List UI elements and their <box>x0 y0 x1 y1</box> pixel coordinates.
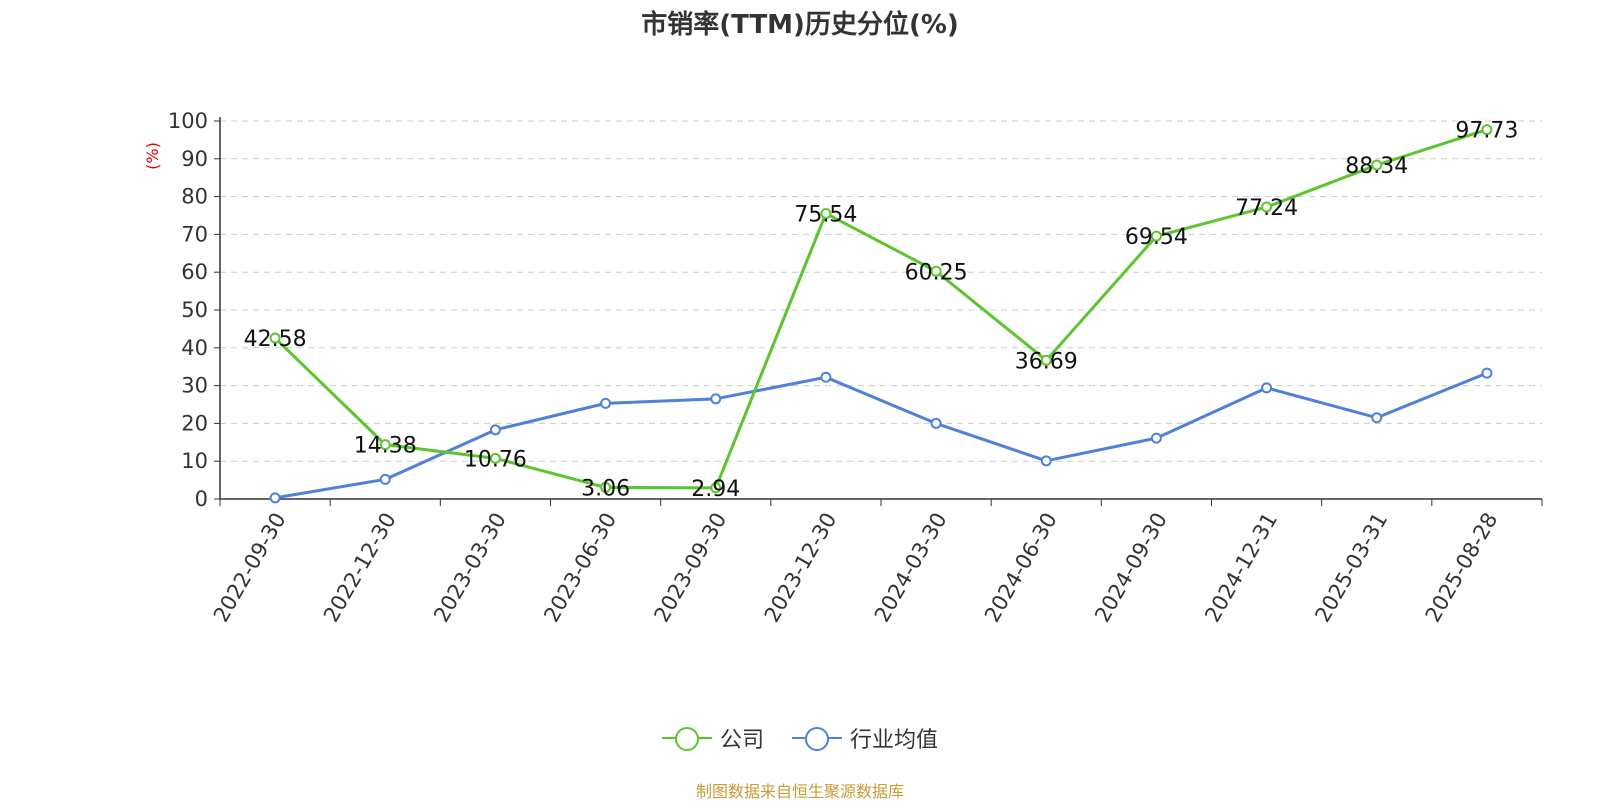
legend-marker-company <box>661 726 712 751</box>
y-tick-label: 0 <box>195 487 208 511</box>
series-company-point <box>820 207 832 219</box>
series-company-point <box>379 439 391 451</box>
data-label: 36.69 <box>1015 349 1078 374</box>
series-company-point <box>1261 201 1273 213</box>
series-industry-average-point <box>379 473 391 485</box>
legend-item-company[interactable]: 公司 <box>661 722 764 754</box>
series <box>269 124 1493 504</box>
series-industry-average-point <box>269 492 281 504</box>
x-tick-label: 2022-12-30 <box>319 509 401 627</box>
legend-marker-industry-average <box>792 726 842 751</box>
series-industry-average-point <box>600 397 612 409</box>
series-industry-average-line <box>274 371 1488 500</box>
legend-label-industry-average: 行业均值 <box>850 728 939 753</box>
data-label: 2.94 <box>691 477 740 502</box>
series-industry-average-point <box>1150 432 1162 444</box>
x-tick-label: 2022-09-30 <box>209 509 291 627</box>
x-tick-label: 2024-12-31 <box>1200 509 1282 627</box>
data-label: 14.38 <box>354 434 417 459</box>
series-company-point <box>1371 159 1383 171</box>
data-source-note: 制图数据来自恒生聚源数据库 <box>695 782 904 801</box>
x-tick-label: 2023-09-30 <box>649 509 731 627</box>
data-label: 69.54 <box>1125 225 1188 250</box>
axes: 0 10 20 30 40 50 60 70 80 90 100 2022-09-30 2022-12-… <box>168 109 1543 627</box>
chart-title: 市销率(TTM)历史分位(%) <box>641 10 959 40</box>
series-industry-average-point <box>489 424 501 436</box>
y-tick-label: 100 <box>168 109 208 133</box>
y-tick-label: 10 <box>181 449 208 473</box>
y-tick-label: 30 <box>181 374 208 398</box>
x-tick-label: 2025-03-31 <box>1310 509 1392 627</box>
legend-item-industry-average[interactable]: 行业均值 <box>792 722 938 754</box>
series-industry-average-point <box>1371 412 1383 424</box>
data-label: 75.54 <box>794 202 857 227</box>
series-company-point <box>600 481 612 493</box>
series-industry-average-point <box>1040 455 1052 467</box>
data-label: 97.73 <box>1455 119 1518 144</box>
x-tick-label: 2024-06-30 <box>980 509 1062 627</box>
y-tick-label: 20 <box>181 411 208 435</box>
x-tick-label: 2025-08-28 <box>1421 509 1503 627</box>
series-company-point <box>269 332 281 344</box>
x-tick-label: 2024-03-30 <box>870 508 952 626</box>
y-tick-label: 50 <box>181 298 208 322</box>
line-chart: 0 10 20 30 40 50 60 70 80 90 100 2022-09-30 2022-12-… <box>143 109 1543 627</box>
series-company-point <box>1150 230 1162 242</box>
series-company-line <box>274 128 1488 490</box>
legend: 公司 行业均值 <box>0 722 1600 754</box>
data-label: 88.34 <box>1345 154 1408 179</box>
x-tick-label: 2023-03-30 <box>429 508 511 626</box>
y-tick-label: 80 <box>181 185 208 209</box>
series-industry-average-point <box>820 371 832 383</box>
series-industry-average-point <box>1481 367 1493 379</box>
y-tick-label: 70 <box>181 222 208 246</box>
data-label: 77.24 <box>1235 196 1298 221</box>
series-industry-average-point <box>930 417 942 429</box>
y-axis-label: (%) <box>143 142 162 170</box>
series-industry-average-point <box>710 393 722 405</box>
series-company-point <box>1481 124 1493 136</box>
grid-lines <box>220 120 1542 462</box>
x-tick-label: 2023-12-30 <box>760 509 842 627</box>
legend-label-company: 公司 <box>719 728 764 753</box>
series-company-point <box>1040 354 1052 366</box>
data-label: 60.25 <box>905 260 968 285</box>
data-label: 42.58 <box>244 327 307 352</box>
x-tick-label: 2024-09-30 <box>1090 509 1172 627</box>
y-tick-label: 60 <box>181 260 208 284</box>
series-company-point <box>710 482 722 494</box>
series-industry-average-point <box>1261 382 1273 394</box>
y-tick-label: 40 <box>181 336 208 360</box>
y-tick-label: 90 <box>181 147 208 171</box>
series-company-point <box>489 452 501 464</box>
x-tick-label: 2023-06-30 <box>539 509 621 627</box>
data-labels: 42.58 14.38 10.76 3.06 2.94 75.54 60.25 36.69 69… <box>244 119 1519 502</box>
data-label: 10.76 <box>464 447 527 472</box>
series-company-point <box>930 265 942 277</box>
data-label: 3.06 <box>581 476 630 501</box>
